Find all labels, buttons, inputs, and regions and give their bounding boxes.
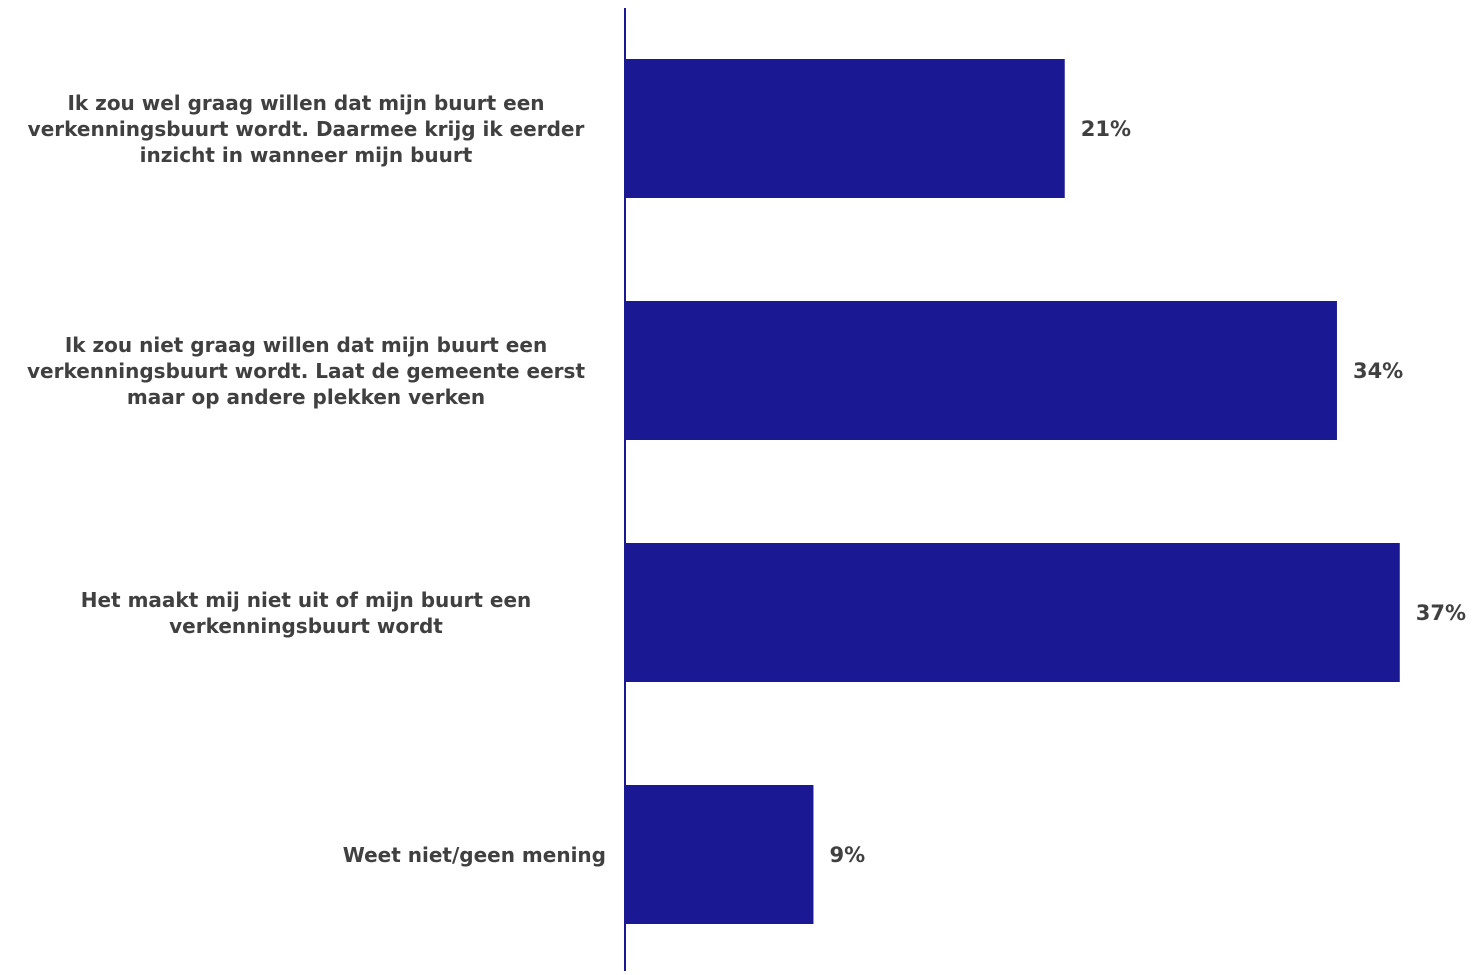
bar-3 bbox=[625, 543, 1400, 682]
value-label-1: 21% bbox=[1080, 116, 1131, 141]
bar-4 bbox=[625, 785, 814, 924]
value-label-2: 34% bbox=[1352, 358, 1404, 383]
value-label-3: 37% bbox=[1415, 600, 1467, 625]
value-label-4: 9% bbox=[829, 842, 866, 867]
bar-1 bbox=[625, 59, 1065, 198]
bar-2 bbox=[625, 301, 1337, 440]
category-label-3: Het maakt mij niet uit of mijn buurt een… bbox=[80, 587, 532, 638]
category-label-2: Ik zou niet graag willen dat mijn buurt … bbox=[26, 332, 586, 409]
category-label-1: Ik zou wel graag willen dat mijn buurt e… bbox=[27, 90, 585, 167]
category-label-4: Weet niet/geen mening bbox=[342, 842, 606, 867]
